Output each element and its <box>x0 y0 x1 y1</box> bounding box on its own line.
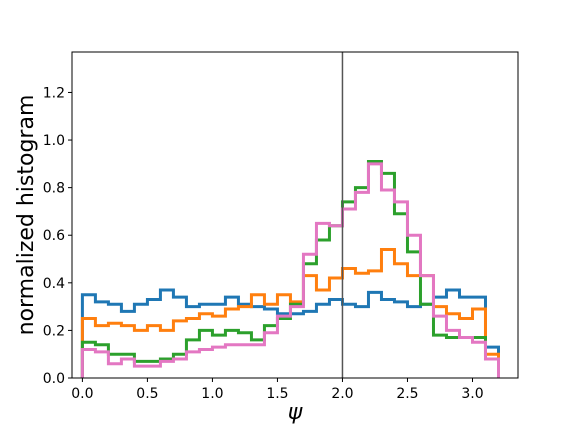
plot-frame <box>71 51 519 379</box>
x-tick-label: 0.5 <box>136 386 158 402</box>
y-tick-label: 0.0 <box>43 371 65 387</box>
y-axis-ticks: 0.0 0.2 0.4 0.6 0.8 1.0 1.2 <box>43 85 72 387</box>
y-tick-label: 0.8 <box>43 181 65 197</box>
y-tick-label: 1.2 <box>43 85 65 101</box>
histogram-series-4 <box>80 162 500 378</box>
y-tick-label: 0.6 <box>43 228 65 244</box>
x-tick-label: 2.5 <box>396 386 418 402</box>
x-axis-label: ψ <box>288 400 303 425</box>
x-tick-label: 1.5 <box>266 386 288 402</box>
y-tick-label: 0.4 <box>43 276 65 292</box>
x-axis-ticks: 0.0 0.5 1.0 1.5 2.0 2.5 3.0 <box>71 378 484 402</box>
y-axis-label: normalized histogram <box>14 95 39 336</box>
x-tick-label: 1.0 <box>201 386 223 402</box>
x-tick-label: 3.0 <box>461 386 483 402</box>
y-tick-label: 0.2 <box>43 323 65 339</box>
x-tick-label: 0.0 <box>71 386 93 402</box>
y-tick-label: 1.0 <box>43 133 65 149</box>
series-layer <box>80 159 500 378</box>
x-tick-label: 2.0 <box>331 386 353 402</box>
